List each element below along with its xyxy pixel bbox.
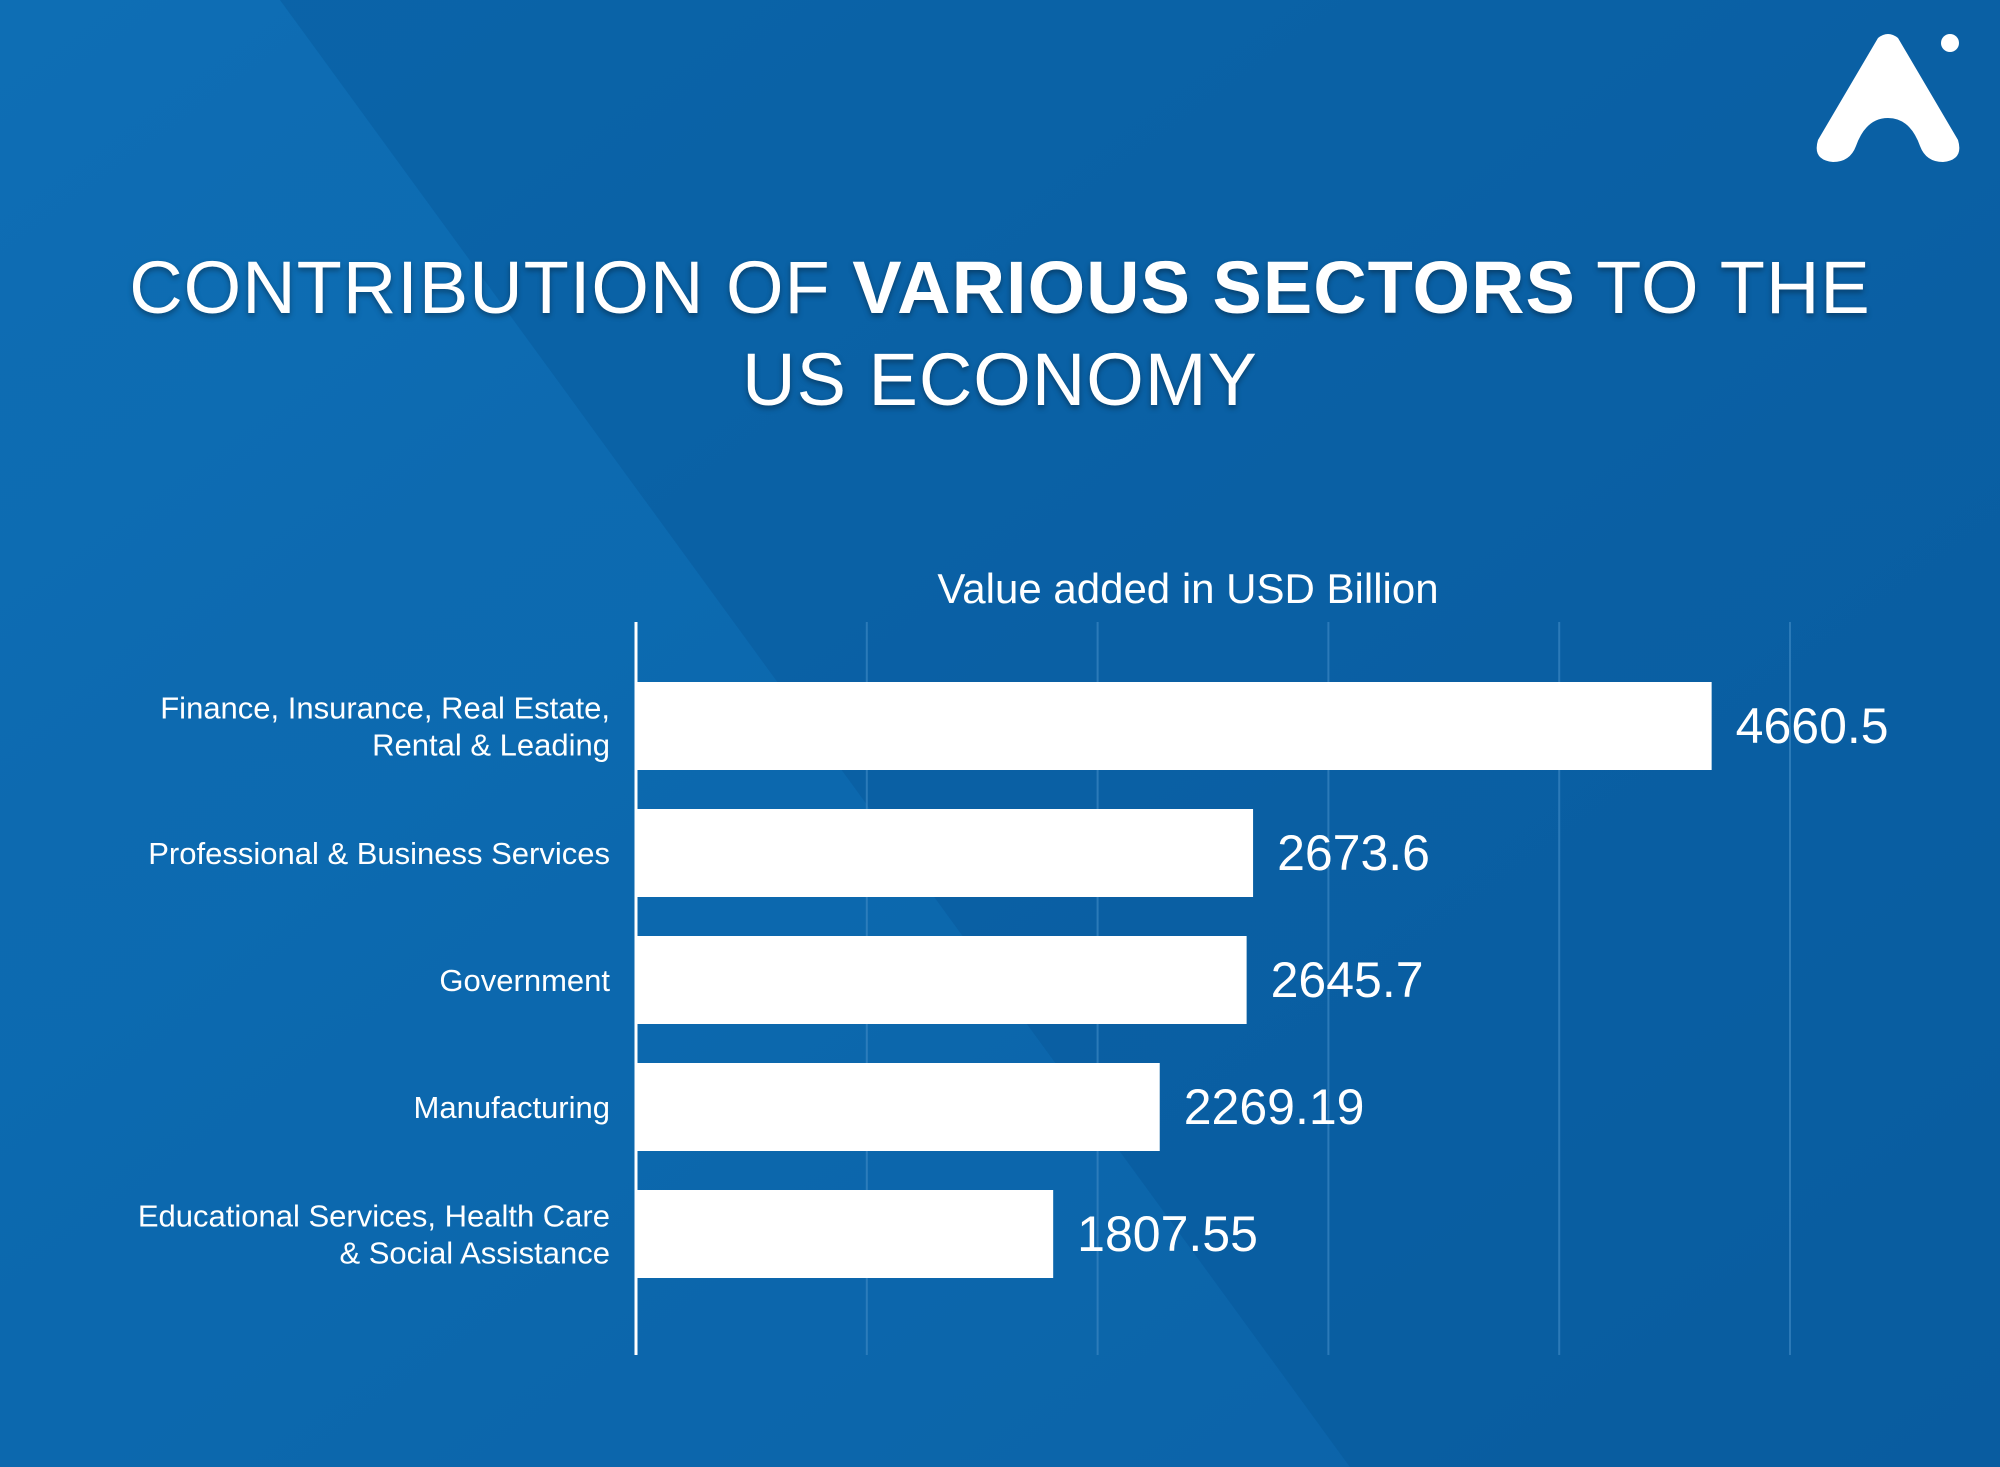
category-label-line: Manufacturing	[414, 1090, 610, 1125]
data-label: 2673.6	[1277, 825, 1430, 881]
data-label: 4660.5	[1736, 698, 1889, 754]
category-label: Government	[439, 963, 610, 998]
bar	[636, 936, 1247, 1024]
bar	[636, 1190, 1054, 1278]
category-label: Educational Services, Health Care & Socia…	[138, 1199, 610, 1271]
category-label-line: Finance, Insurance, Real Estate,	[160, 691, 610, 726]
brand-logo-icon	[1816, 34, 1960, 162]
chart-title-line-1: CONTRIBUTION OF VARIOUS SECTORS TO THE	[0, 245, 2000, 330]
title-bold-part: VARIOUS SECTORS	[852, 246, 1576, 329]
value-labels: 4660.5 2673.6 2645.7 2269.19 1807.55	[1077, 698, 1888, 1262]
title-part-2: TO THE	[1575, 246, 1871, 329]
bar	[636, 1063, 1160, 1151]
title-part-1: CONTRIBUTION OF	[129, 246, 853, 329]
x-axis-title: Value added in USD Billion	[937, 565, 1438, 612]
category-label-line: Professional & Business Services	[148, 836, 610, 871]
category-label: Finance, Insurance, Real Estate, Rental &…	[160, 691, 610, 763]
chart-title-line-2: US ECONOMY	[742, 338, 1258, 421]
category-label-line: Rental & Leading	[372, 728, 610, 763]
data-label: 1807.55	[1077, 1206, 1258, 1262]
bar	[636, 682, 1712, 770]
category-label: Professional & Business Services	[148, 836, 610, 871]
category-labels: Finance, Insurance, Real Estate, Rental &…	[138, 691, 611, 1271]
category-label-line: Educational Services, Health Care	[138, 1199, 610, 1234]
category-label-line: Government	[439, 963, 610, 998]
bar	[636, 809, 1254, 897]
category-label-line: & Social Assistance	[339, 1236, 610, 1271]
data-label: 2269.19	[1184, 1079, 1365, 1135]
category-label: Manufacturing	[414, 1090, 610, 1125]
data-label: 2645.7	[1271, 952, 1424, 1008]
bars	[636, 682, 1712, 1278]
